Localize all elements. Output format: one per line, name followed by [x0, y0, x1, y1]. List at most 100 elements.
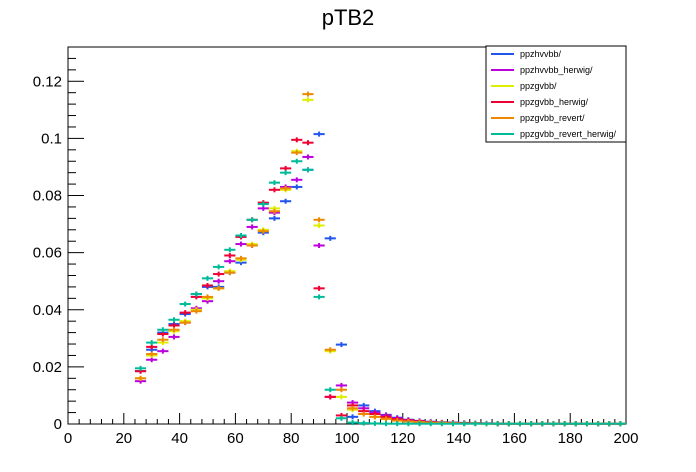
data-point — [480, 421, 493, 427]
data-point — [324, 394, 336, 400]
data-point — [335, 415, 347, 421]
legend-label: ppzgvbb_revert/ — [520, 113, 585, 123]
data-point — [313, 131, 325, 137]
x-tick-label: 20 — [115, 430, 132, 447]
data-point — [146, 344, 158, 350]
data-point — [201, 282, 214, 288]
data-point — [157, 327, 169, 333]
data-point — [347, 414, 359, 420]
legend-label: ppzgvbb_herwig/ — [520, 97, 589, 107]
x-tick-label: 0 — [64, 430, 72, 447]
data-point — [134, 375, 147, 381]
data-point — [358, 420, 370, 426]
chart-title: pTB2 — [322, 5, 375, 30]
legend-label: ppzgvbb_revert_herwig/ — [520, 129, 617, 139]
data-point — [213, 285, 225, 291]
data-point — [581, 421, 593, 427]
legend-entry: ppzgvbb/ — [491, 81, 557, 91]
data-point — [235, 255, 247, 261]
data-point — [313, 217, 325, 223]
data-point — [168, 317, 180, 323]
data-point — [291, 184, 303, 190]
legend-entry: ppzgvbb_revert_herwig/ — [491, 129, 617, 139]
data-point — [436, 421, 448, 427]
x-tick-label: 180 — [558, 430, 583, 447]
data-point — [280, 170, 292, 176]
data-point — [302, 97, 314, 103]
data-series — [134, 91, 626, 427]
data-point — [559, 421, 571, 427]
x-tick-label: 40 — [171, 430, 188, 447]
data-point — [347, 405, 359, 411]
data-point — [335, 342, 347, 348]
series-ppzgvbb-revert-herwig — [134, 158, 626, 427]
data-point — [347, 420, 359, 426]
data-point — [291, 150, 303, 156]
data-point — [246, 217, 258, 223]
data-point — [592, 421, 604, 427]
data-point — [268, 215, 281, 221]
data-point — [514, 421, 526, 427]
data-point — [492, 421, 504, 427]
data-point — [525, 421, 537, 427]
data-point — [224, 247, 236, 253]
data-point — [235, 233, 247, 238]
data-point — [570, 421, 582, 427]
data-point — [268, 187, 281, 193]
legend-entry: ppzhvvbb/ — [491, 49, 562, 59]
data-point — [257, 201, 269, 207]
data-point — [280, 165, 292, 171]
x-tick-label: 120 — [390, 430, 415, 447]
data-point — [458, 421, 470, 427]
data-point — [391, 421, 403, 427]
data-point — [335, 394, 347, 400]
data-point — [146, 340, 158, 346]
y-axis: 0 0.02 0.04 0.06 0.08 0.1 0.12 — [33, 46, 84, 433]
x-axis: 0 20 40 60 80 100 120 140 160 180 200 — [64, 413, 639, 447]
data-point — [503, 421, 515, 427]
x-tick-label: 100 — [334, 430, 359, 447]
data-point — [224, 270, 236, 276]
data-point — [213, 278, 225, 284]
x-tick-label: 80 — [283, 430, 300, 447]
data-point — [302, 167, 314, 173]
data-point — [257, 205, 269, 211]
data-point — [146, 357, 158, 363]
x-tick-label: 140 — [446, 430, 471, 447]
data-point — [603, 421, 615, 427]
data-point — [335, 382, 347, 388]
data-point — [179, 301, 191, 307]
data-point — [547, 421, 560, 427]
data-point — [302, 140, 314, 146]
data-point — [168, 334, 180, 340]
legend: ppzhvvbb/ppzhvvbb_herwig/ppzgvbb/ppzgvbb… — [485, 45, 627, 143]
data-point — [235, 241, 247, 247]
data-point — [257, 228, 269, 234]
legend-entry: ppzgvbb_revert/ — [491, 113, 585, 123]
data-point — [224, 258, 236, 264]
legend-box — [485, 45, 627, 143]
y-tick-label: 0.08 — [33, 188, 62, 205]
data-point — [425, 421, 437, 427]
data-point — [313, 242, 325, 248]
data-point — [302, 154, 314, 160]
data-point — [313, 285, 325, 291]
data-point — [614, 421, 626, 427]
y-tick-label: 0.12 — [33, 73, 62, 90]
legend-entry: ppzgvbb_herwig/ — [491, 97, 589, 107]
y-tick-label: 0 — [54, 416, 62, 433]
data-point — [469, 421, 481, 427]
data-point — [358, 411, 370, 417]
data-point — [224, 252, 236, 258]
data-point — [369, 420, 381, 426]
data-point — [157, 331, 169, 337]
data-point — [280, 198, 292, 204]
data-point — [190, 291, 202, 297]
data-point — [324, 387, 336, 393]
data-point — [190, 308, 202, 314]
data-point — [402, 421, 414, 427]
data-point — [413, 421, 426, 427]
data-point — [168, 327, 180, 333]
data-point — [536, 421, 548, 427]
data-point — [447, 421, 459, 427]
